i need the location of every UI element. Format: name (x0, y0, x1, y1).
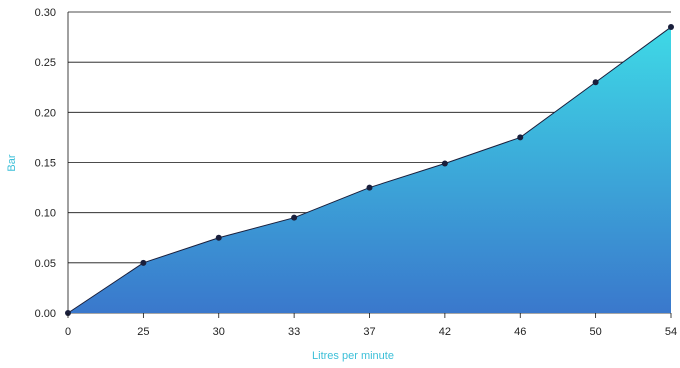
area-fill (68, 27, 671, 314)
y-tick-label: 0.20 (35, 107, 56, 119)
data-point (592, 79, 599, 86)
y-tick-label: 0.10 (35, 208, 56, 220)
data-point (140, 259, 147, 266)
y-tick-label: 0.30 (35, 7, 56, 19)
y-axis-title: Bar (6, 154, 18, 171)
y-tick-label: 0.15 (35, 158, 56, 170)
x-tick-label: 42 (439, 326, 451, 338)
x-tick-label: 25 (137, 326, 149, 338)
data-point (291, 214, 298, 221)
y-tick-label: 0.00 (35, 308, 56, 320)
data-point (215, 234, 222, 241)
y-tick-labels: 0.00 0.05 0.10 0.15 0.20 0.25 0.30 (35, 7, 56, 320)
area-fill-group (68, 27, 671, 314)
x-tick-label: 33 (288, 326, 300, 338)
x-tick-label: 0 (65, 326, 71, 338)
data-point (517, 134, 524, 141)
x-tick-label: 30 (213, 326, 225, 338)
x-tick-label: 50 (590, 326, 602, 338)
x-tick-labels: 0 25 30 33 37 42 46 50 54 (65, 313, 677, 338)
data-point (441, 160, 448, 167)
x-tick-label: 37 (363, 326, 375, 338)
y-tick-label: 0.25 (35, 57, 56, 69)
y-tick-label: 0.05 (35, 258, 56, 270)
data-point (668, 24, 674, 31)
x-axis-title: Litres per minute (312, 350, 394, 362)
x-tick-label: 54 (665, 326, 677, 338)
data-point (366, 184, 373, 191)
x-tick-label: 46 (514, 326, 526, 338)
data-points (65, 24, 674, 316)
